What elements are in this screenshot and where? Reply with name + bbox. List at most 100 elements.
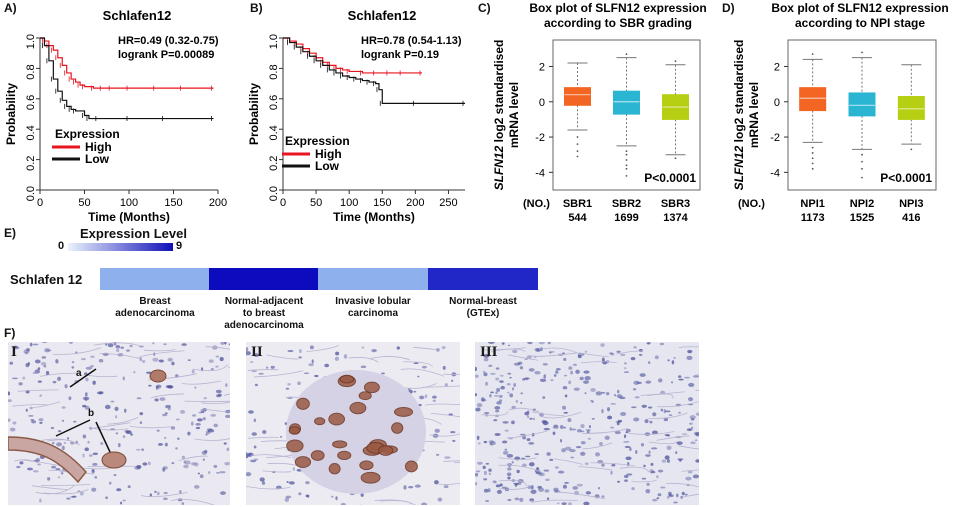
count-label: 1374 — [663, 212, 688, 224]
stroma-fiber — [262, 470, 292, 473]
stained-acinus — [394, 407, 414, 417]
stroma-nucleus — [19, 461, 24, 465]
stroma-nucleus — [478, 442, 481, 445]
stroma-nucleus — [584, 392, 587, 395]
stroma-nucleus — [631, 487, 635, 491]
stroma-nucleus — [496, 401, 502, 405]
stroma-nucleus — [570, 428, 577, 431]
chart-title: Schlafen12 — [103, 8, 172, 23]
stroma-fiber — [181, 380, 221, 385]
stroma-nucleus — [9, 361, 13, 365]
stroma-nucleus — [493, 395, 499, 397]
stroma-nucleus — [213, 423, 219, 428]
stroma-nucleus — [530, 485, 534, 490]
stroma-nucleus — [167, 357, 173, 362]
stroma-nucleus — [624, 445, 631, 449]
y-tick-label: 0.6 — [268, 95, 280, 110]
stroma-nucleus — [197, 418, 203, 422]
stroma-nucleus — [82, 396, 90, 401]
stroma-nucleus — [530, 489, 537, 494]
stroma-nucleus — [164, 436, 167, 440]
stroma-nucleus — [546, 452, 551, 456]
stroma-nucleus — [191, 369, 195, 374]
annotation-line: HR=0.49 (0.32-0.75) — [118, 35, 219, 47]
stroma-nucleus — [28, 415, 34, 417]
stroma-nucleus — [61, 419, 65, 422]
stroma-nucleus — [690, 418, 695, 421]
stroma-nucleus — [253, 418, 257, 423]
stroma-nucleus — [567, 418, 572, 423]
outlier-point — [861, 167, 863, 170]
stroma-nucleus — [287, 349, 294, 353]
stroma-nucleus — [175, 447, 178, 450]
stroma-nucleus — [483, 357, 489, 362]
stroma-nucleus — [595, 391, 602, 396]
stroma-nucleus — [643, 464, 646, 468]
stroma-nucleus — [475, 470, 481, 473]
panel-label-b: B) — [250, 1, 263, 15]
stroma-nucleus — [584, 376, 591, 381]
stroma-nucleus — [666, 459, 670, 463]
stroma-nucleus — [9, 427, 16, 432]
legend-title: Expression — [285, 134, 350, 148]
stroma-nucleus — [499, 399, 503, 402]
stroma-nucleus — [614, 431, 621, 435]
stroma-nucleus — [98, 391, 104, 395]
stroma-fiber — [678, 445, 699, 450]
stroma-nucleus — [507, 476, 511, 480]
stroma-nucleus — [570, 456, 574, 459]
stroma-fiber — [39, 372, 81, 377]
stroma-nucleus — [493, 419, 498, 422]
stroma-nucleus — [482, 399, 487, 402]
heatmap-column-label: Normal-breast (GTEx) — [449, 296, 517, 319]
stained-acinus — [328, 463, 341, 475]
stroma-nucleus — [253, 445, 257, 449]
stroma-nucleus — [509, 393, 514, 398]
stroma-nucleus — [288, 481, 295, 485]
stroma-fiber — [580, 361, 617, 364]
stroma-nucleus — [624, 434, 627, 439]
y-tick-label: 0.2 — [25, 156, 37, 171]
stroma-nucleus — [171, 462, 175, 465]
stroma-nucleus — [627, 461, 630, 467]
stroma-nucleus — [652, 498, 658, 502]
km-chart-b: Schlafen12 0.0 0.2 0.4 0.6 0.8 1.0 0 50 100 150 200… — [247, 8, 465, 224]
box-npi3 — [897, 95, 925, 120]
stroma-nucleus — [543, 469, 550, 472]
stroma-fiber — [247, 369, 279, 371]
stroma-fiber — [627, 431, 675, 435]
heatmap-scale-bar — [68, 243, 173, 251]
stroma-nucleus — [549, 458, 554, 462]
stroma-nucleus — [561, 502, 567, 505]
stroma-nucleus — [38, 418, 44, 422]
stroma-nucleus — [691, 426, 694, 429]
stroma-nucleus — [501, 440, 508, 444]
stroma-nucleus — [692, 474, 699, 479]
stroma-nucleus — [139, 357, 142, 362]
stroma-nucleus — [580, 441, 586, 445]
outlier-point — [861, 160, 863, 163]
stroma-nucleus — [219, 471, 226, 474]
stroma-nucleus — [183, 464, 189, 469]
stroma-nucleus — [545, 478, 550, 482]
stroma-nucleus — [601, 391, 606, 394]
stroma-nucleus — [632, 388, 637, 391]
km-series-high — [40, 37, 214, 89]
stroma-nucleus — [692, 375, 699, 378]
stroma-nucleus — [57, 476, 61, 479]
stroma-nucleus — [159, 397, 166, 401]
stroma-nucleus — [646, 342, 651, 345]
outlier-point — [576, 155, 579, 158]
stroma-fiber — [227, 366, 230, 368]
stroma-nucleus — [610, 402, 617, 405]
stroma-nucleus — [636, 381, 642, 384]
stroma-nucleus — [550, 379, 554, 382]
category-label: NPI2 — [850, 198, 874, 210]
stroma-fiber — [582, 428, 628, 434]
stroma-nucleus — [136, 397, 142, 400]
stroma-nucleus — [507, 391, 510, 394]
stroma-nucleus — [666, 445, 672, 451]
stroma-nucleus — [508, 465, 511, 468]
stroma-nucleus — [57, 376, 61, 381]
outlier-point — [811, 152, 814, 154]
